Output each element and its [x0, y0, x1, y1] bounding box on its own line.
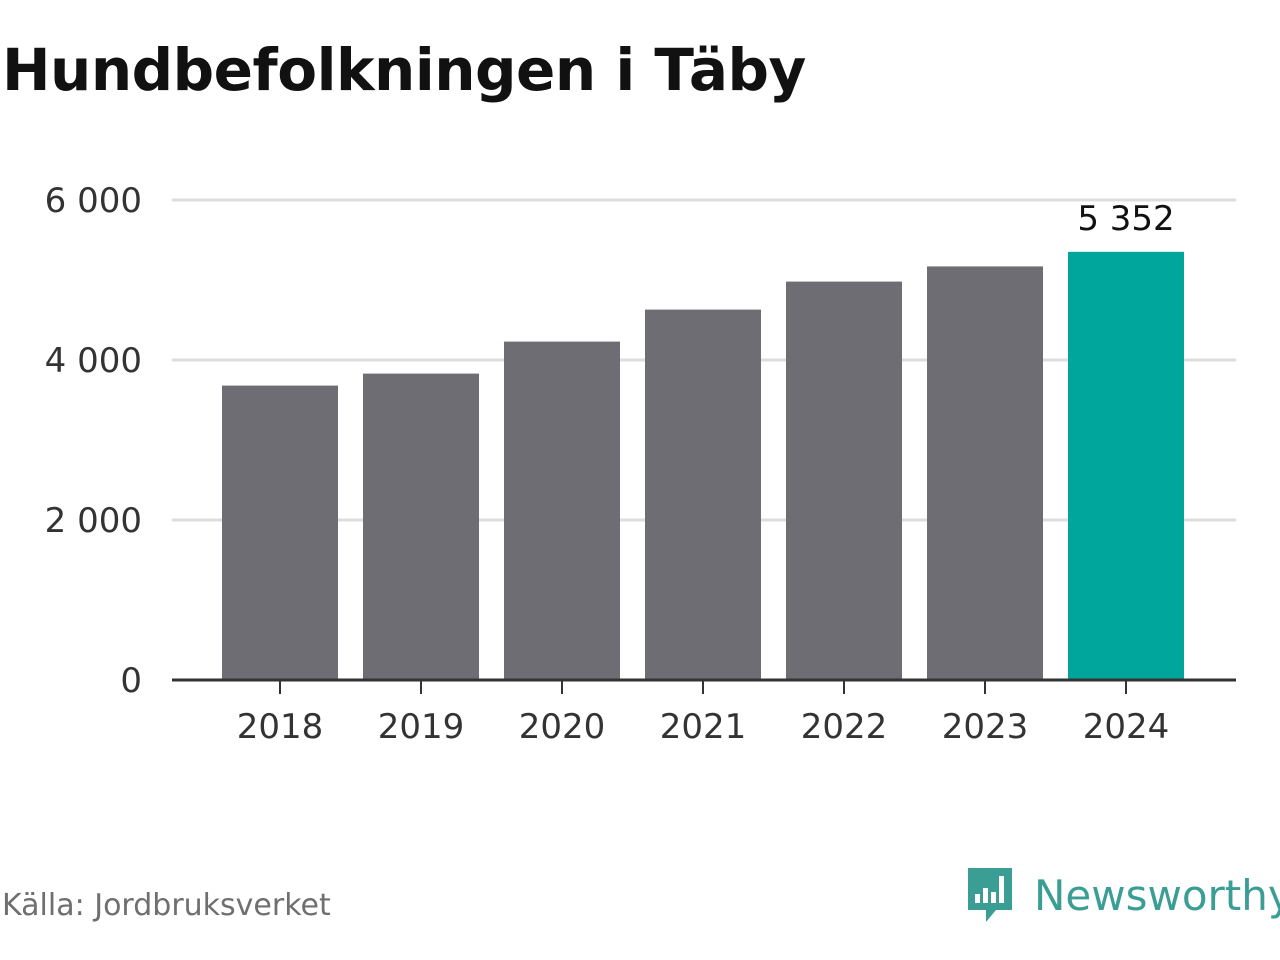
bar-2024 [1068, 251, 1184, 680]
y-tick-label: 4 000 [45, 341, 142, 381]
y-axis-ticks: 0 2 000 4 000 6 000 [45, 181, 142, 701]
x-axis-ticks: 2018 2019 2020 2021 2022 2023 2024 [172, 678, 1236, 747]
chart-title: Hundbefolkningen i Täby [2, 36, 806, 104]
x-tick-label: 2019 [378, 707, 465, 747]
bar-2021 [645, 309, 761, 680]
x-tick-label: 2023 [942, 707, 1029, 747]
newsworthy-logo-icon [968, 868, 1012, 922]
data-labels: 5 352 [1077, 199, 1174, 239]
brand-logo: Newsworthy [964, 864, 1280, 926]
bar-chart: 0 2 000 4 000 6 000 2018 2019 2020 2021 2022 202… [45, 181, 1236, 747]
data-label-2024: 5 352 [1077, 199, 1174, 239]
bar-2022 [786, 281, 902, 680]
bar-2020 [504, 341, 620, 680]
x-tick-label: 2024 [1083, 707, 1170, 747]
x-tick-label: 2018 [237, 707, 324, 747]
x-tick-label: 2020 [519, 707, 606, 747]
y-tick-label: 2 000 [45, 501, 142, 541]
x-tick-label: 2021 [660, 707, 747, 747]
bar-2023 [927, 266, 1043, 680]
source-note: Källa: Jordbruksverket [2, 888, 331, 923]
bar-2018 [222, 385, 338, 680]
x-tick-label: 2022 [801, 707, 888, 747]
bars [222, 251, 1184, 680]
brand-name: Newsworthy [1034, 870, 1280, 920]
bar-2019 [363, 373, 479, 680]
y-tick-label: 0 [120, 661, 142, 701]
y-tick-label: 6 000 [45, 181, 142, 221]
